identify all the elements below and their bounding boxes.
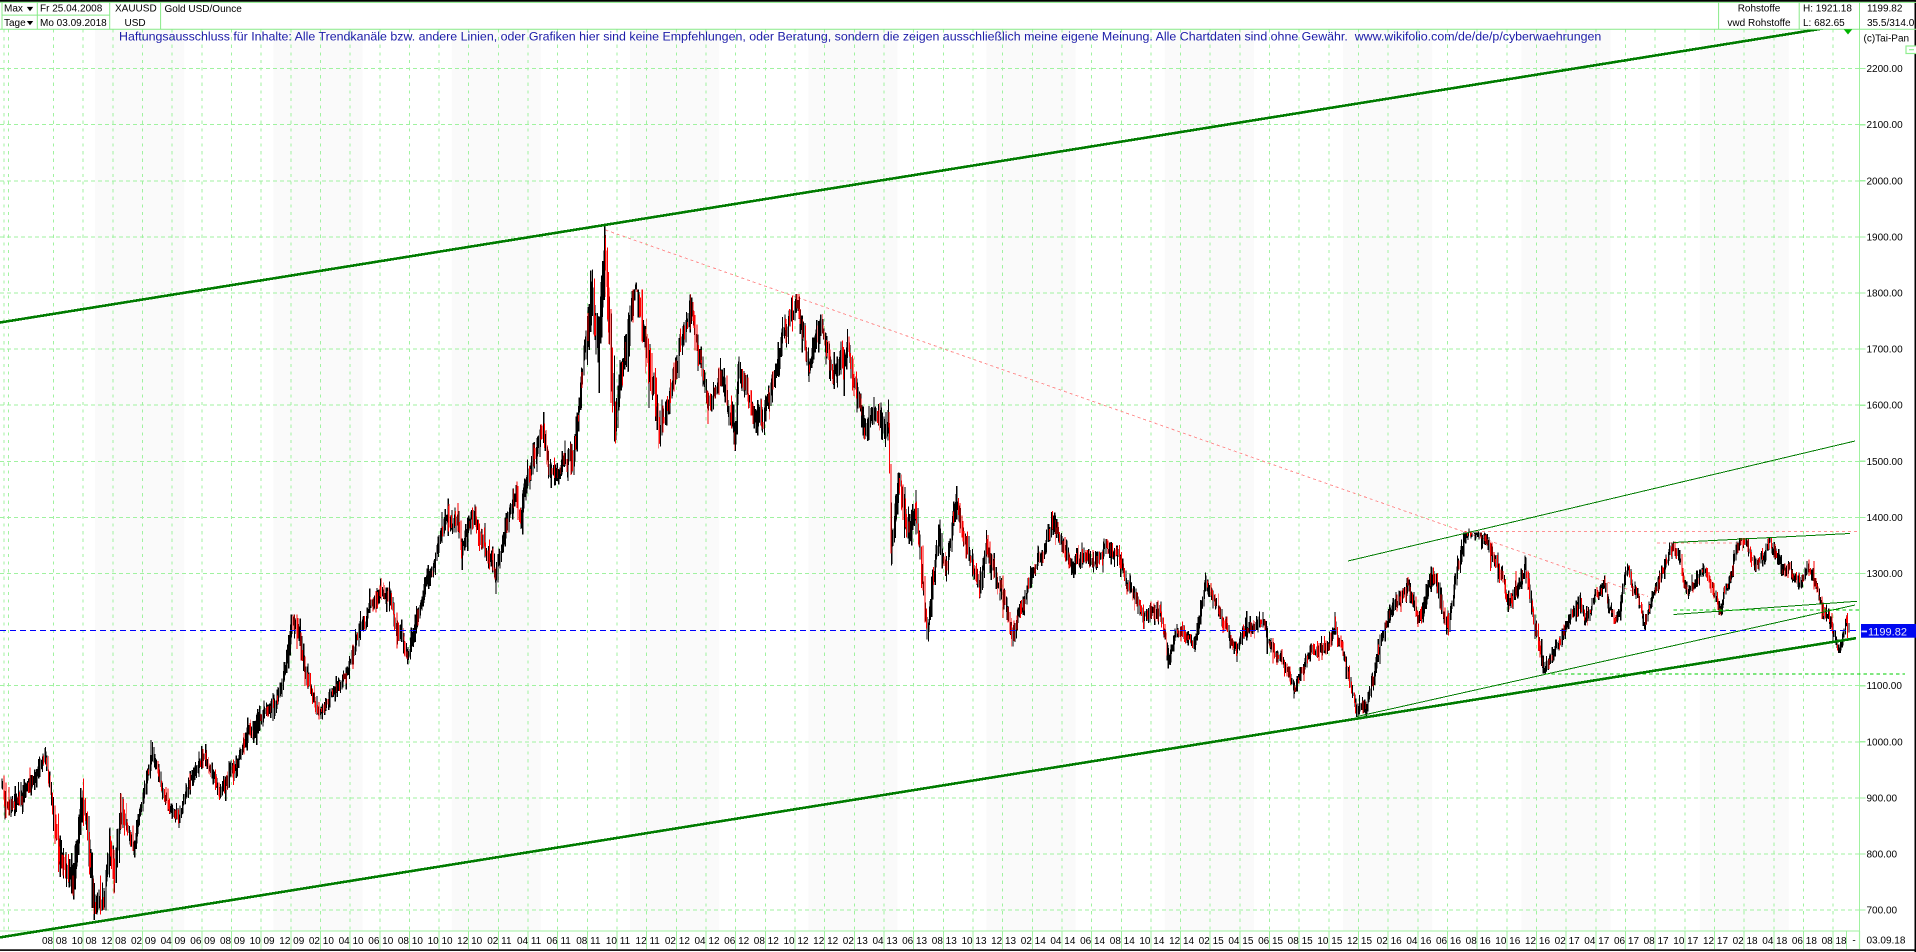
svg-text:06 11: 06 11 — [547, 936, 572, 947]
svg-text:2000.00: 2000.00 — [1867, 176, 1904, 187]
svg-text:06 12: 06 12 — [724, 936, 749, 947]
svg-text:04 14: 04 14 — [1050, 936, 1075, 947]
svg-text:02 14: 02 14 — [1021, 936, 1046, 947]
svg-text:Fr 25.04.2008: Fr 25.04.2008 — [40, 4, 103, 15]
svg-text:12 08: 12 08 — [101, 936, 126, 947]
svg-text:02 16: 02 16 — [1377, 936, 1402, 947]
svg-text:10 08: 10 08 — [72, 936, 97, 947]
svg-text:03.09.18: 03.09.18 — [1867, 936, 1906, 947]
svg-text:08 12: 08 12 — [754, 936, 779, 947]
svg-text:H: 1921.18: H: 1921.18 — [1803, 4, 1852, 15]
svg-text:10 17: 10 17 — [1673, 936, 1698, 947]
svg-text:12 10: 12 10 — [457, 936, 482, 947]
svg-text:04 11: 04 11 — [517, 936, 542, 947]
svg-text:02 15: 02 15 — [1199, 936, 1224, 947]
svg-text:10 10: 10 10 — [428, 936, 453, 947]
svg-text:10 14: 10 14 — [1139, 936, 1164, 947]
svg-text:04 13: 04 13 — [872, 936, 897, 947]
svg-text:08 13: 08 13 — [932, 936, 957, 947]
svg-text:08 16: 08 16 — [1466, 936, 1491, 947]
svg-text:10 16: 10 16 — [1495, 936, 1520, 947]
svg-text:02 18: 02 18 — [1733, 936, 1758, 947]
svg-text:06 17: 06 17 — [1614, 936, 1639, 947]
svg-text:1000.00: 1000.00 — [1867, 737, 1904, 748]
svg-text:10 09: 10 09 — [250, 936, 275, 947]
svg-text:700.00: 700.00 — [1867, 906, 1898, 917]
svg-text:06 14: 06 14 — [1080, 936, 1105, 947]
svg-text:06 16: 06 16 — [1436, 936, 1461, 947]
svg-text:10 12: 10 12 — [783, 936, 808, 947]
svg-text:02 09: 02 09 — [131, 936, 156, 947]
svg-text:12 13: 12 13 — [991, 936, 1016, 947]
svg-text:Max: Max — [4, 4, 23, 15]
svg-text:04 17: 04 17 — [1584, 936, 1609, 947]
svg-text:1700.00: 1700.00 — [1867, 345, 1904, 356]
svg-text:08 15: 08 15 — [1288, 936, 1313, 947]
svg-text:06 10: 06 10 — [368, 936, 393, 947]
svg-text:04 10: 04 10 — [339, 936, 364, 947]
svg-text:1600.00: 1600.00 — [1867, 401, 1904, 412]
svg-text:Gold USD/Ounce: Gold USD/Ounce — [165, 4, 243, 15]
svg-text:04 16: 04 16 — [1406, 936, 1431, 947]
svg-text:02 12: 02 12 — [665, 936, 690, 947]
svg-text:12 14: 12 14 — [1169, 936, 1194, 947]
svg-text:04 15: 04 15 — [1228, 936, 1253, 947]
svg-text:02 13: 02 13 — [843, 936, 868, 947]
svg-text:Mo 03.09.2018: Mo 03.09.2018 — [40, 18, 107, 29]
svg-text:02 17: 02 17 — [1555, 936, 1580, 947]
svg-text:L: 682.65: L: 682.65 — [1803, 18, 1845, 29]
svg-text:10 11: 10 11 — [606, 936, 631, 947]
svg-text:12 16: 12 16 — [1525, 936, 1550, 947]
svg-text:08 09: 08 09 — [220, 936, 245, 947]
svg-text:06 09: 06 09 — [190, 936, 215, 947]
svg-text:Haftungsausschluss für Inhalte: Haftungsausschluss für Inhalte: Alle Tre… — [119, 30, 1601, 44]
svg-text:1900.00: 1900.00 — [1867, 232, 1904, 243]
svg-text:08 18: 08 18 — [1822, 936, 1847, 947]
svg-text:02 11: 02 11 — [487, 936, 512, 947]
svg-text:Tage: Tage — [4, 18, 26, 29]
svg-text:12 09: 12 09 — [279, 936, 304, 947]
svg-text:02 10: 02 10 — [309, 936, 334, 947]
svg-text:1300.00: 1300.00 — [1867, 569, 1904, 580]
svg-text:1100.00: 1100.00 — [1867, 681, 1903, 692]
svg-text:USD: USD — [125, 18, 146, 29]
svg-text:08 08: 08 08 — [42, 936, 67, 947]
svg-text:900.00: 900.00 — [1867, 793, 1898, 804]
svg-text:12 17: 12 17 — [1703, 936, 1728, 947]
svg-text:08 14: 08 14 — [1110, 936, 1135, 947]
svg-text:2200.00: 2200.00 — [1867, 64, 1904, 75]
svg-text:-: - — [1852, 936, 1855, 947]
svg-text:1400.00: 1400.00 — [1867, 513, 1904, 524]
svg-text:06 13: 06 13 — [902, 936, 927, 947]
svg-text:04 18: 04 18 — [1762, 936, 1787, 947]
svg-text:800.00: 800.00 — [1867, 850, 1898, 861]
svg-text:10 15: 10 15 — [1317, 936, 1342, 947]
svg-text:06 18: 06 18 — [1792, 936, 1817, 947]
svg-text:XAUUSD: XAUUSD — [115, 4, 157, 15]
svg-text:35.5/314.0: 35.5/314.0 — [1867, 18, 1915, 29]
svg-text:vwd Rohstoffe: vwd Rohstoffe — [1727, 18, 1791, 29]
svg-text:1500.00: 1500.00 — [1867, 457, 1904, 468]
svg-text:08 10: 08 10 — [398, 936, 423, 947]
svg-text:2100.00: 2100.00 — [1867, 120, 1904, 131]
svg-text:1199.82: 1199.82 — [1867, 4, 1903, 15]
svg-text:1800.00: 1800.00 — [1867, 289, 1904, 300]
svg-text:1199.82: 1199.82 — [1868, 626, 1907, 638]
svg-text:06 15: 06 15 — [1258, 936, 1283, 947]
svg-text:08 17: 08 17 — [1644, 936, 1669, 947]
svg-text:12 11: 12 11 — [636, 936, 661, 947]
svg-text:10 13: 10 13 — [961, 936, 986, 947]
svg-text:12 12: 12 12 — [813, 936, 838, 947]
svg-text:(c)Tai-Pan: (c)Tai-Pan — [1864, 34, 1910, 45]
svg-text:Rohstoffe: Rohstoffe — [1738, 4, 1781, 15]
svg-text:12 15: 12 15 — [1347, 936, 1372, 947]
svg-text:04 12: 04 12 — [694, 936, 719, 947]
svg-text:08 11: 08 11 — [576, 936, 601, 947]
svg-text:04 09: 04 09 — [161, 936, 186, 947]
